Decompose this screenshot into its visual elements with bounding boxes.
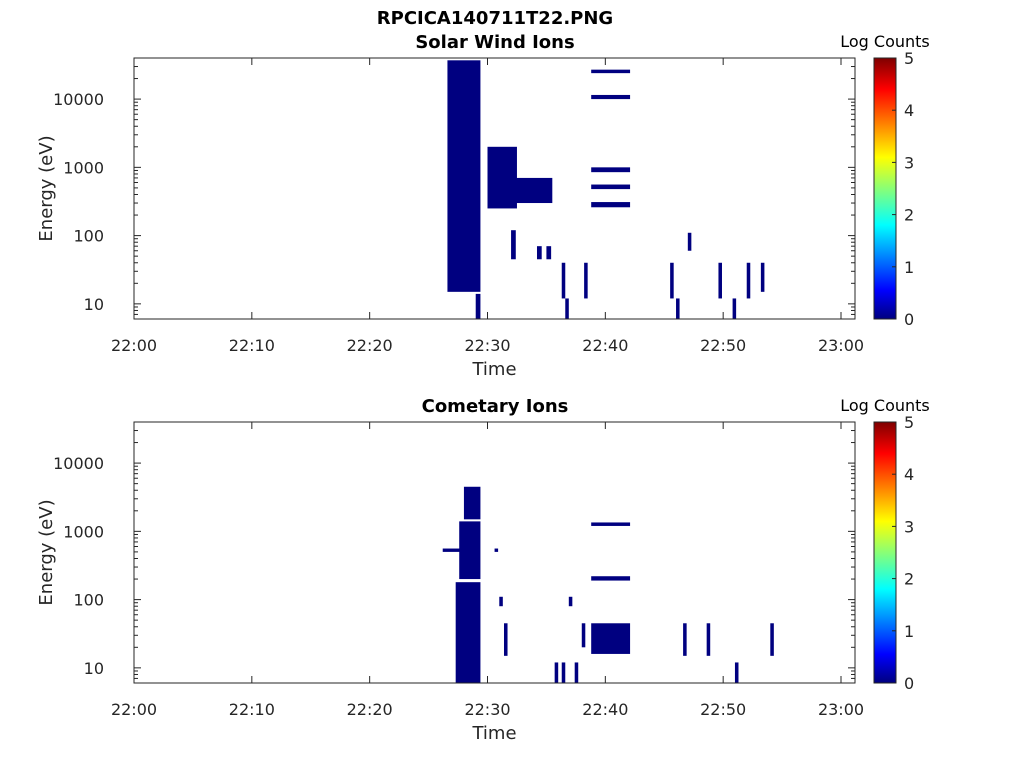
x-tick-label: 22:30 xyxy=(464,336,510,355)
heatmap-cell xyxy=(591,94,631,100)
colorbar-tick-label: 2 xyxy=(904,206,914,225)
y-tick-label: 1000 xyxy=(63,522,104,541)
y-tick-label: 1000 xyxy=(63,158,104,177)
colorbar-tick-label: 4 xyxy=(904,465,914,484)
y-tick-label: 10000 xyxy=(53,454,104,473)
x-tick-label: 22:20 xyxy=(347,336,393,355)
heatmap-cell xyxy=(591,623,631,654)
heatmap-cell xyxy=(503,623,508,656)
x-tick-label: 22:40 xyxy=(582,700,628,719)
colorbar-tick-label: 4 xyxy=(904,101,914,120)
panel-title: Cometary Ions xyxy=(422,396,569,417)
heatmap-cell xyxy=(447,60,481,292)
heatmap-cell xyxy=(561,662,566,683)
heatmap-cells xyxy=(442,486,774,683)
colorbar-gradient xyxy=(873,57,897,320)
colorbar-tick-label: 5 xyxy=(904,49,914,68)
heatmap-cell xyxy=(442,548,464,552)
heatmap-cell xyxy=(568,596,573,607)
heatmap-cell xyxy=(554,662,559,683)
heatmap-cell xyxy=(565,298,569,319)
y-tick-label: 10000 xyxy=(53,90,104,109)
heatmap-cell xyxy=(546,246,552,260)
x-tick-label: 22:10 xyxy=(229,336,275,355)
heatmap-cell xyxy=(499,596,503,607)
plot-frame xyxy=(133,57,856,320)
colorbar-label: Log Counts xyxy=(840,32,930,51)
panel-1: 22:00 22:10 22:20 22:30 22:40 22:50 23:00 Time 1… xyxy=(36,32,930,380)
heatmap-cell xyxy=(683,623,687,656)
y-axis-label: Energy (eV) xyxy=(36,135,57,241)
colorbar-tick-label: 3 xyxy=(904,153,914,172)
heatmap-cell xyxy=(670,262,674,299)
heatmap-cell xyxy=(463,486,481,520)
heatmap-cells xyxy=(447,60,765,319)
y-tick-label: 10 xyxy=(84,659,104,678)
colorbar-label: Log Counts xyxy=(840,396,930,415)
heatmap-cell xyxy=(591,167,631,173)
heatmap-cell xyxy=(591,202,631,208)
x-tick-label: 22:00 xyxy=(111,336,157,355)
heatmap-cell xyxy=(455,582,481,683)
heatmap-cell xyxy=(561,262,566,299)
heatmap-cell xyxy=(459,521,481,580)
heatmap-cell xyxy=(734,662,739,683)
y-tick-label: 10 xyxy=(84,295,104,314)
plot-frame xyxy=(133,421,856,684)
heatmap-cell xyxy=(591,576,631,581)
colorbar-tick-label: 5 xyxy=(904,413,914,432)
heatmap-cell xyxy=(718,262,722,299)
x-tick-label: 22:50 xyxy=(700,700,746,719)
x-tick-label: 22:20 xyxy=(347,700,393,719)
heatmap-cell xyxy=(505,177,553,204)
heatmap-cell xyxy=(574,662,579,683)
y-axis-label: Energy (eV) xyxy=(36,499,57,605)
heatmap-cell xyxy=(584,262,588,299)
colorbar-tick-label: 0 xyxy=(904,674,914,693)
colorbar-tick-label: 1 xyxy=(904,258,914,277)
heatmap-cell xyxy=(591,69,631,74)
colorbar-gradient xyxy=(873,421,897,684)
heatmap-cell xyxy=(706,623,711,656)
x-tick-label: 22:00 xyxy=(111,700,157,719)
x-tick-label: 22:40 xyxy=(582,336,628,355)
colorbar-tick-label: 0 xyxy=(904,310,914,329)
colorbar-tick-label: 3 xyxy=(904,517,914,536)
figure-title: RPCICA140711T22.PNG xyxy=(377,8,613,29)
heatmap-cell xyxy=(591,184,631,190)
heatmap-cell xyxy=(687,232,692,251)
y-tick-label: 100 xyxy=(73,591,104,610)
panel-2: 22:00 22:10 22:20 22:30 22:40 22:50 23:00 Time 1… xyxy=(36,396,930,744)
x-axis-label: Time xyxy=(471,723,516,744)
panel-title: Solar Wind Ions xyxy=(415,32,574,53)
heatmap-cell xyxy=(676,298,680,319)
heatmap-cell xyxy=(732,298,737,319)
y-tick-label: 100 xyxy=(73,227,104,246)
heatmap-cell xyxy=(760,262,765,292)
x-tick-label: 22:30 xyxy=(464,700,510,719)
heatmap-cell xyxy=(770,623,774,656)
x-tick-label: 23:00 xyxy=(818,700,864,719)
heatmap-cell xyxy=(581,623,586,648)
heatmap-cell xyxy=(511,230,516,260)
colorbar-tick-label: 2 xyxy=(904,570,914,589)
heatmap-cell xyxy=(494,548,499,552)
heatmap-cell xyxy=(536,246,542,260)
x-tick-label: 22:10 xyxy=(229,700,275,719)
x-tick-label: 22:50 xyxy=(700,336,746,355)
colorbar-tick-label: 1 xyxy=(904,622,914,641)
heatmap-cell xyxy=(591,522,631,526)
x-axis-label: Time xyxy=(471,359,516,380)
heatmap-cell xyxy=(746,262,751,299)
x-tick-label: 23:00 xyxy=(818,336,864,355)
heatmap-cell xyxy=(475,293,481,319)
